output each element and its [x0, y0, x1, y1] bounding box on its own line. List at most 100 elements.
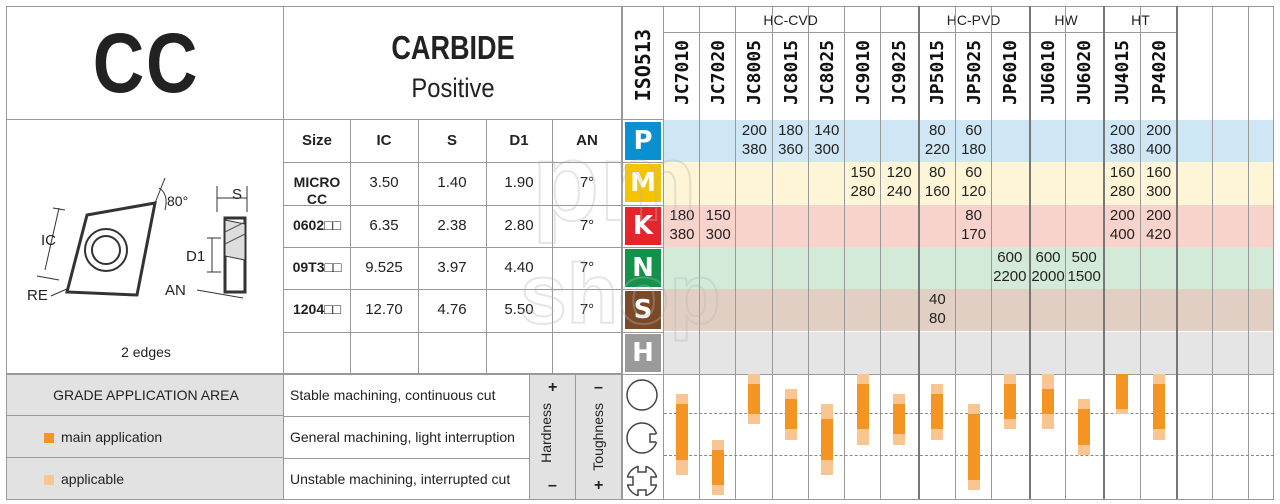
- iso-row-bg-m: [664, 162, 1274, 205]
- drawing-cell: 80° S IC D1 RE AN 2 edges: [6, 120, 284, 374]
- speed-value-bottom: 380: [741, 141, 767, 158]
- grade-col-divider: [918, 6, 921, 500]
- iso-row-bg-p: [664, 120, 1274, 163]
- speed-value-bottom: 300: [705, 225, 731, 243]
- dims-cell-size: 0602□□: [292, 216, 342, 233]
- speed-value-top: 600: [997, 248, 1023, 266]
- grade-header-ju6020: JU6020: [1074, 40, 1096, 106]
- speed-value-top: 80: [965, 206, 982, 224]
- grid-right-border: [1273, 6, 1274, 500]
- dims-row-divider: [284, 246, 622, 248]
- toughness-label: Toughness: [590, 403, 606, 471]
- grade-col-divider: [1139, 6, 1141, 500]
- speed-value-bottom: 160: [924, 183, 950, 201]
- application-bar-main: [784, 399, 797, 430]
- grade-header-jp5015: JP5015: [927, 40, 949, 106]
- grade-col-divider: [735, 6, 737, 500]
- grade-header-jc8025: JC8025: [816, 40, 838, 106]
- application-bar-main: [748, 384, 761, 415]
- dims-row-divider: [284, 162, 622, 164]
- hardness-plus: +: [548, 379, 558, 396]
- grade-header-jc8015: JC8015: [780, 40, 802, 106]
- iso-header: ISO513: [631, 29, 655, 102]
- dims-cell-size: MICRO CC: [293, 174, 341, 208]
- grade-header-jc9025: JC9025: [889, 40, 911, 106]
- speed-value-bottom: 380: [669, 225, 695, 243]
- hardness-minus: –: [548, 477, 557, 494]
- speed-value-top: 500: [1071, 248, 1097, 266]
- grade-header-jp4020: JP4020: [1148, 40, 1170, 106]
- legend-main-label: main application: [61, 429, 163, 445]
- grade-header-ju6010: JU6010: [1038, 40, 1059, 106]
- iso-row-bg-n: [664, 246, 1274, 290]
- speed-value-bottom: 400: [1146, 141, 1172, 158]
- dims-cell-an: 7°: [579, 174, 595, 192]
- grade-header-jc9010: JC9010: [853, 40, 874, 106]
- grade-header-jp6010: JP6010: [999, 40, 1021, 106]
- application-header-cell: GRADE APPLICATION AREA: [6, 374, 284, 416]
- cut-rows: Stable machining, continuous cut General…: [284, 374, 530, 500]
- speed-value-bottom: 300: [1146, 183, 1172, 201]
- speed-value-bottom: 380: [1109, 141, 1135, 158]
- speed-value-bottom: 420: [1146, 225, 1172, 243]
- cut-icons: [625, 379, 660, 498]
- speed-value-bottom: 280: [1109, 183, 1135, 201]
- grade-group-label: HC-CVD: [763, 12, 818, 28]
- speed-value-top: 180: [669, 206, 695, 224]
- toughness-plus: +: [594, 477, 604, 494]
- iso-header-cell: ISO513: [622, 6, 664, 120]
- hardness-scale: + Hardness –: [530, 374, 576, 500]
- application-bar-main: [967, 414, 980, 480]
- dims-header-ic: IC: [376, 132, 392, 149]
- grade-col-divider: [990, 6, 992, 500]
- geometry-label: Positive: [411, 73, 495, 103]
- speed-value-top: 140: [814, 122, 840, 139]
- speed-value-bottom: 300: [814, 141, 840, 158]
- speed-value-bottom: 120: [961, 183, 987, 201]
- dims-header-s: S: [446, 132, 457, 149]
- dims-cell-d1: 1.90: [504, 174, 534, 192]
- iso-letter-k: K: [625, 206, 661, 245]
- application-header: GRADE APPLICATION AREA: [53, 387, 239, 403]
- speed-value-bottom: 80: [929, 310, 946, 328]
- dims-cell-an: 7°: [579, 258, 595, 276]
- grade-header-jc7020: JC7020: [708, 40, 730, 106]
- d1-label: D1: [186, 248, 206, 265]
- application-chart-area: [664, 374, 1274, 500]
- legend-applicable-label: applicable: [61, 471, 125, 487]
- speed-value-top: 60: [965, 122, 982, 139]
- speed-value-top: 160: [1109, 164, 1135, 182]
- dims-cell-d1: 5.50: [504, 301, 534, 319]
- dims-header-size: Size: [301, 132, 332, 149]
- an-label: AN: [165, 282, 186, 299]
- application-bar-main: [1042, 389, 1054, 415]
- grade-header-ju4015: JU4015: [1112, 40, 1134, 106]
- ic-label: IC: [41, 232, 56, 249]
- toughness-scale: – Toughness +: [576, 374, 622, 500]
- speed-value-bottom: 2000: [1031, 267, 1065, 285]
- speed-value-bottom: 360: [778, 141, 804, 158]
- application-bar-main: [1116, 374, 1129, 410]
- title-cell: CC: [6, 6, 284, 120]
- iso-row-bg-h: [664, 331, 1274, 374]
- edges-label: 2 edges: [121, 344, 171, 360]
- speed-value-top: 600: [1035, 248, 1061, 266]
- grade-group-label: HC-PVD: [946, 12, 1001, 28]
- speed-value-top: 200: [1109, 122, 1135, 139]
- iso-row-bg-s: [664, 289, 1274, 332]
- interrupted-cut-icon: [625, 464, 659, 498]
- speed-value-top: 200: [1146, 206, 1172, 224]
- cut-icons-cell: [622, 374, 664, 500]
- speed-value-top: 80: [929, 122, 946, 139]
- speed-value-top: 80: [929, 164, 946, 182]
- angle-label: 80°: [167, 193, 189, 209]
- iso-letter-m: M: [625, 164, 661, 203]
- speed-value-top: 200: [1146, 122, 1172, 139]
- material-label: CARBIDE: [391, 29, 515, 66]
- legend-main-cell: main application: [6, 416, 284, 458]
- grade-header-jp5025: JP5025: [963, 40, 985, 106]
- grade-col-divider: [1065, 6, 1067, 500]
- dims-cell-d1: 2.80: [504, 216, 534, 234]
- insert-title: CC: [92, 16, 200, 110]
- light-interruption-icon: [626, 422, 660, 454]
